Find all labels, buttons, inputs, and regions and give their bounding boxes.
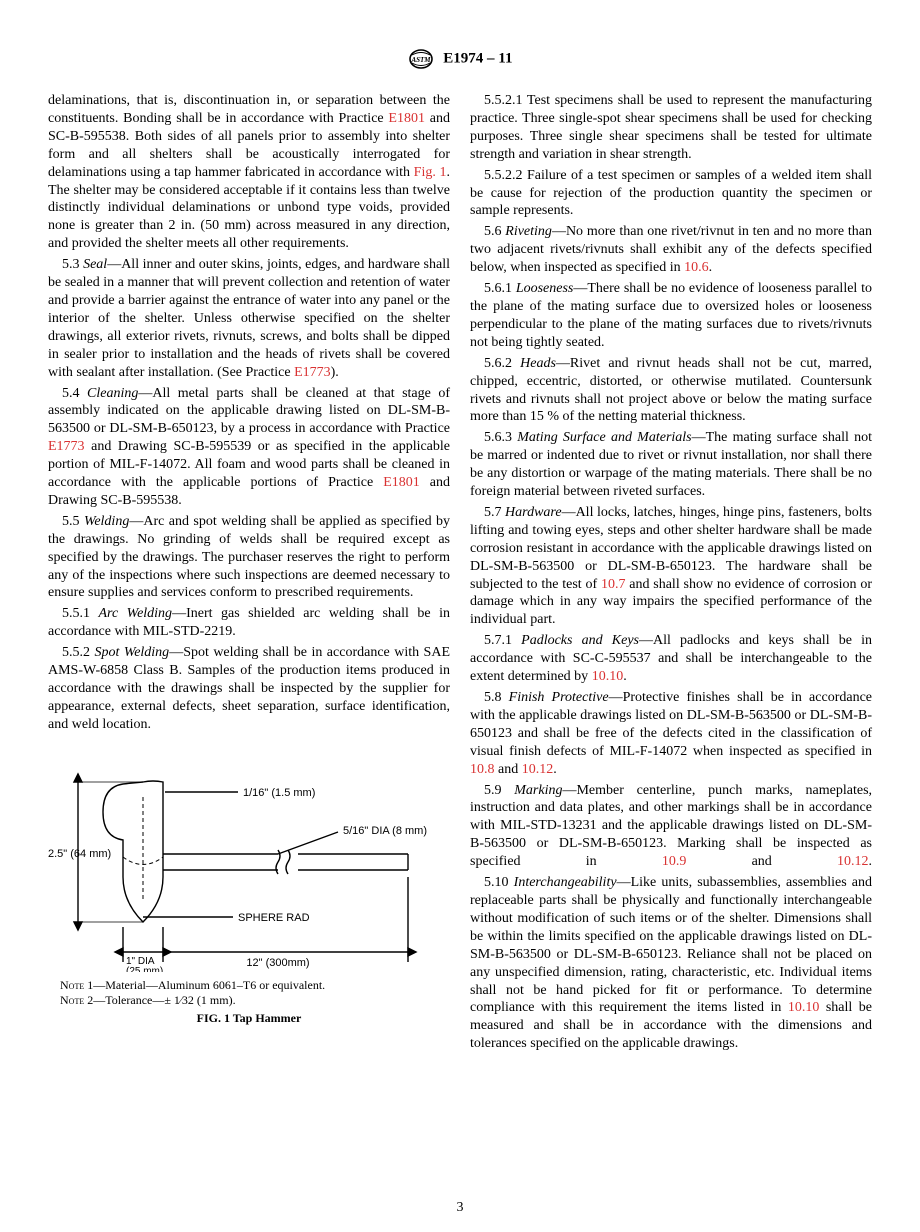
para-5-9: 5.9 Marking—Member centerline, punch mar… — [470, 782, 872, 872]
ref-10-10b[interactable]: 10.10 — [788, 1000, 820, 1015]
dim-1dia-l2: (25 mm) — [126, 966, 163, 972]
para-5-6-3: 5.6.3 Mating Surface and Materials—The m… — [470, 429, 872, 501]
ref-10-7[interactable]: 10.7 — [601, 577, 626, 592]
para-5-5: 5.5 Welding—Arc and spot welding shall b… — [48, 513, 450, 603]
ref-10-6[interactable]: 10.6 — [684, 260, 709, 275]
ref-e1773[interactable]: E1773 — [294, 365, 331, 380]
astm-logo: ASTM — [408, 48, 434, 70]
ref-10-12b[interactable]: 10.12 — [837, 854, 869, 869]
page-header: ASTM E1974 – 11 — [48, 48, 872, 70]
dim-sphere: SPHERE RAD — [238, 912, 310, 924]
fig-caption: FIG. 1 Tap Hammer — [48, 1011, 450, 1026]
para-5-5-2-1: 5.5.2.1 Test specimens shall be used to … — [470, 92, 872, 164]
fig-note-1: Note 1—Material—Aluminum 6061–T6 or equi… — [48, 978, 450, 994]
tap-hammer-diagram: 1/16" (1.5 mm) 5/16" DIA (8 mm) 2.5" (64… — [48, 762, 438, 972]
ref-10-8[interactable]: 10.8 — [470, 762, 495, 777]
ref-fig1[interactable]: Fig. 1 — [414, 165, 447, 180]
para-5-6-1: 5.6.1 Looseness—There shall be no eviden… — [470, 280, 872, 352]
body-columns: delaminations, that is, discontinuation … — [48, 92, 872, 1053]
para-5-4: 5.4 Cleaning—All metal parts shall be cl… — [48, 385, 450, 510]
ref-e1801[interactable]: E1801 — [388, 111, 425, 126]
ref-10-10[interactable]: 10.10 — [592, 669, 624, 684]
ref-e1801b[interactable]: E1801 — [383, 475, 420, 490]
para-5-10: 5.10 Interchangeability—Like units, suba… — [470, 874, 872, 1053]
para-5-5-2-2: 5.5.2.2 Failure of a test specimen or sa… — [470, 167, 872, 221]
para-5-2-cont: delaminations, that is, discontinuation … — [48, 92, 450, 253]
para-5-5-1: 5.5.1 Arc Welding—Inert gas shielded arc… — [48, 605, 450, 641]
designation: E1974 – 11 — [443, 50, 512, 66]
dim-5-16: 5/16" DIA (8 mm) — [343, 825, 427, 837]
para-5-6-2: 5.6.2 Heads—Rivet and rivnut heads shall… — [470, 355, 872, 427]
fig-note-2: Note 2—Tolerance—± 1⁄32 (1 mm). — [48, 993, 450, 1009]
dim-2-5: 2.5" (64 mm) — [48, 848, 111, 860]
dim-12in: 12" (300mm) — [246, 957, 309, 969]
ref-10-12a[interactable]: 10.12 — [522, 762, 554, 777]
para-5-7: 5.7 Hardware—All locks, latches, hinges,… — [470, 504, 872, 629]
para-5-8: 5.8 Finish Protective—Protective finishe… — [470, 689, 872, 779]
ref-10-9[interactable]: 10.9 — [662, 854, 687, 869]
figure-1: 1/16" (1.5 mm) 5/16" DIA (8 mm) 2.5" (64… — [48, 762, 450, 1027]
para-5-7-1: 5.7.1 Padlocks and Keys—All padlocks and… — [470, 632, 872, 686]
ref-e1773b[interactable]: E1773 — [48, 439, 85, 454]
dim-1-16: 1/16" (1.5 mm) — [243, 787, 315, 799]
para-5-3: 5.3 Seal—All inner and outer skins, join… — [48, 256, 450, 381]
page-number: 3 — [0, 1200, 920, 1216]
para-5-6: 5.6 Riveting—No more than one rivet/rivn… — [470, 223, 872, 277]
svg-text:ASTM: ASTM — [410, 56, 431, 64]
para-5-5-2: 5.5.2 Spot Welding—Spot welding shall be… — [48, 644, 450, 734]
